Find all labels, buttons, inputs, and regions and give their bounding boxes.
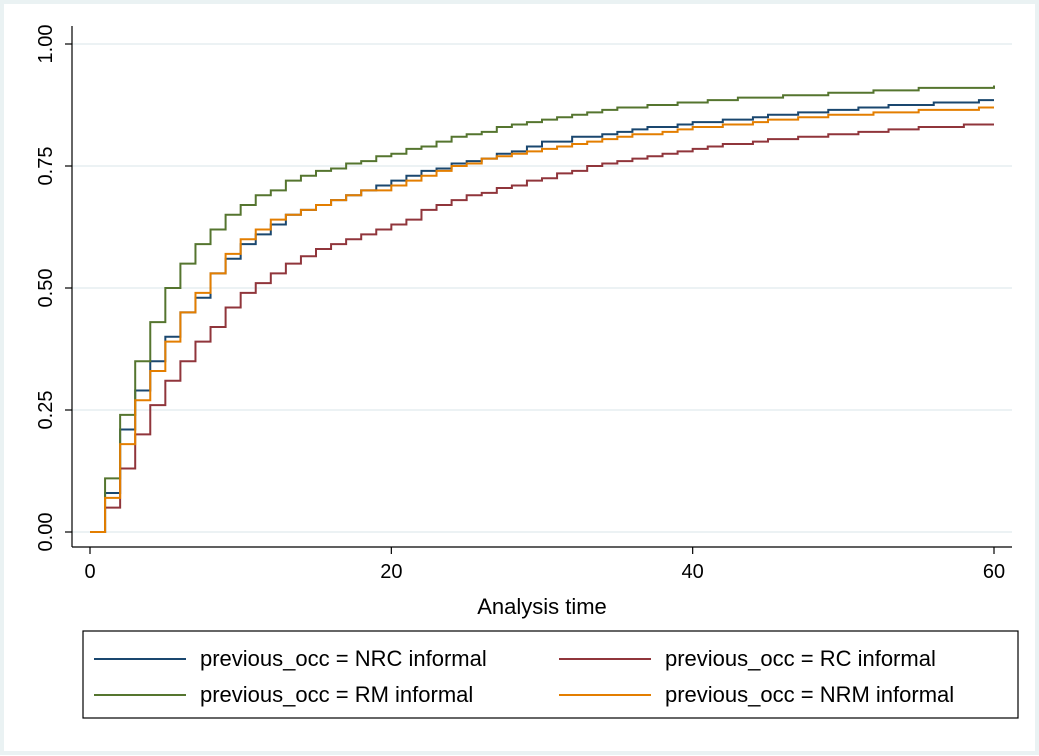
axes: 0.00 0.25 0.50 0.75 1.00 0 20 40 60	[35, 25, 1012, 583]
figure-panel: 0.00 0.25 0.50 0.75 1.00 0 20 40 60 Analysis tim…	[4, 4, 1035, 751]
legend-label: previous_occ = NRM informal	[665, 682, 954, 707]
legend-label: previous_occ = RC informal	[665, 646, 936, 671]
x-axis-label: Analysis time	[477, 594, 607, 619]
series-line-2	[90, 123, 994, 533]
y-tick-label: 1.00	[35, 25, 57, 64]
x-tick-label: 60	[983, 561, 1005, 583]
y-tick-label: 0.50	[35, 269, 57, 308]
gridlines	[72, 43, 1012, 533]
series-line-4	[90, 106, 994, 533]
y-tick-label: 0.25	[35, 391, 57, 430]
y-tick-label: 0.75	[35, 147, 57, 186]
series-lines	[90, 85, 995, 533]
survival-chart: 0.00 0.25 0.50 0.75 1.00 0 20 40 60 Analysis tim…	[35, 25, 1019, 719]
legend: previous_occ = NRC informal previous_occ …	[82, 630, 1019, 719]
series-line-3	[90, 85, 995, 533]
x-tick-label: 0	[84, 561, 95, 583]
x-tick-label: 40	[682, 561, 704, 583]
legend-label: previous_occ = NRC informal	[200, 646, 487, 671]
legend-label: previous_occ = RM informal	[200, 682, 473, 707]
x-tick-label: 20	[380, 561, 402, 583]
y-tick-label: 0.00	[35, 513, 57, 552]
legend-box	[82, 630, 1019, 719]
